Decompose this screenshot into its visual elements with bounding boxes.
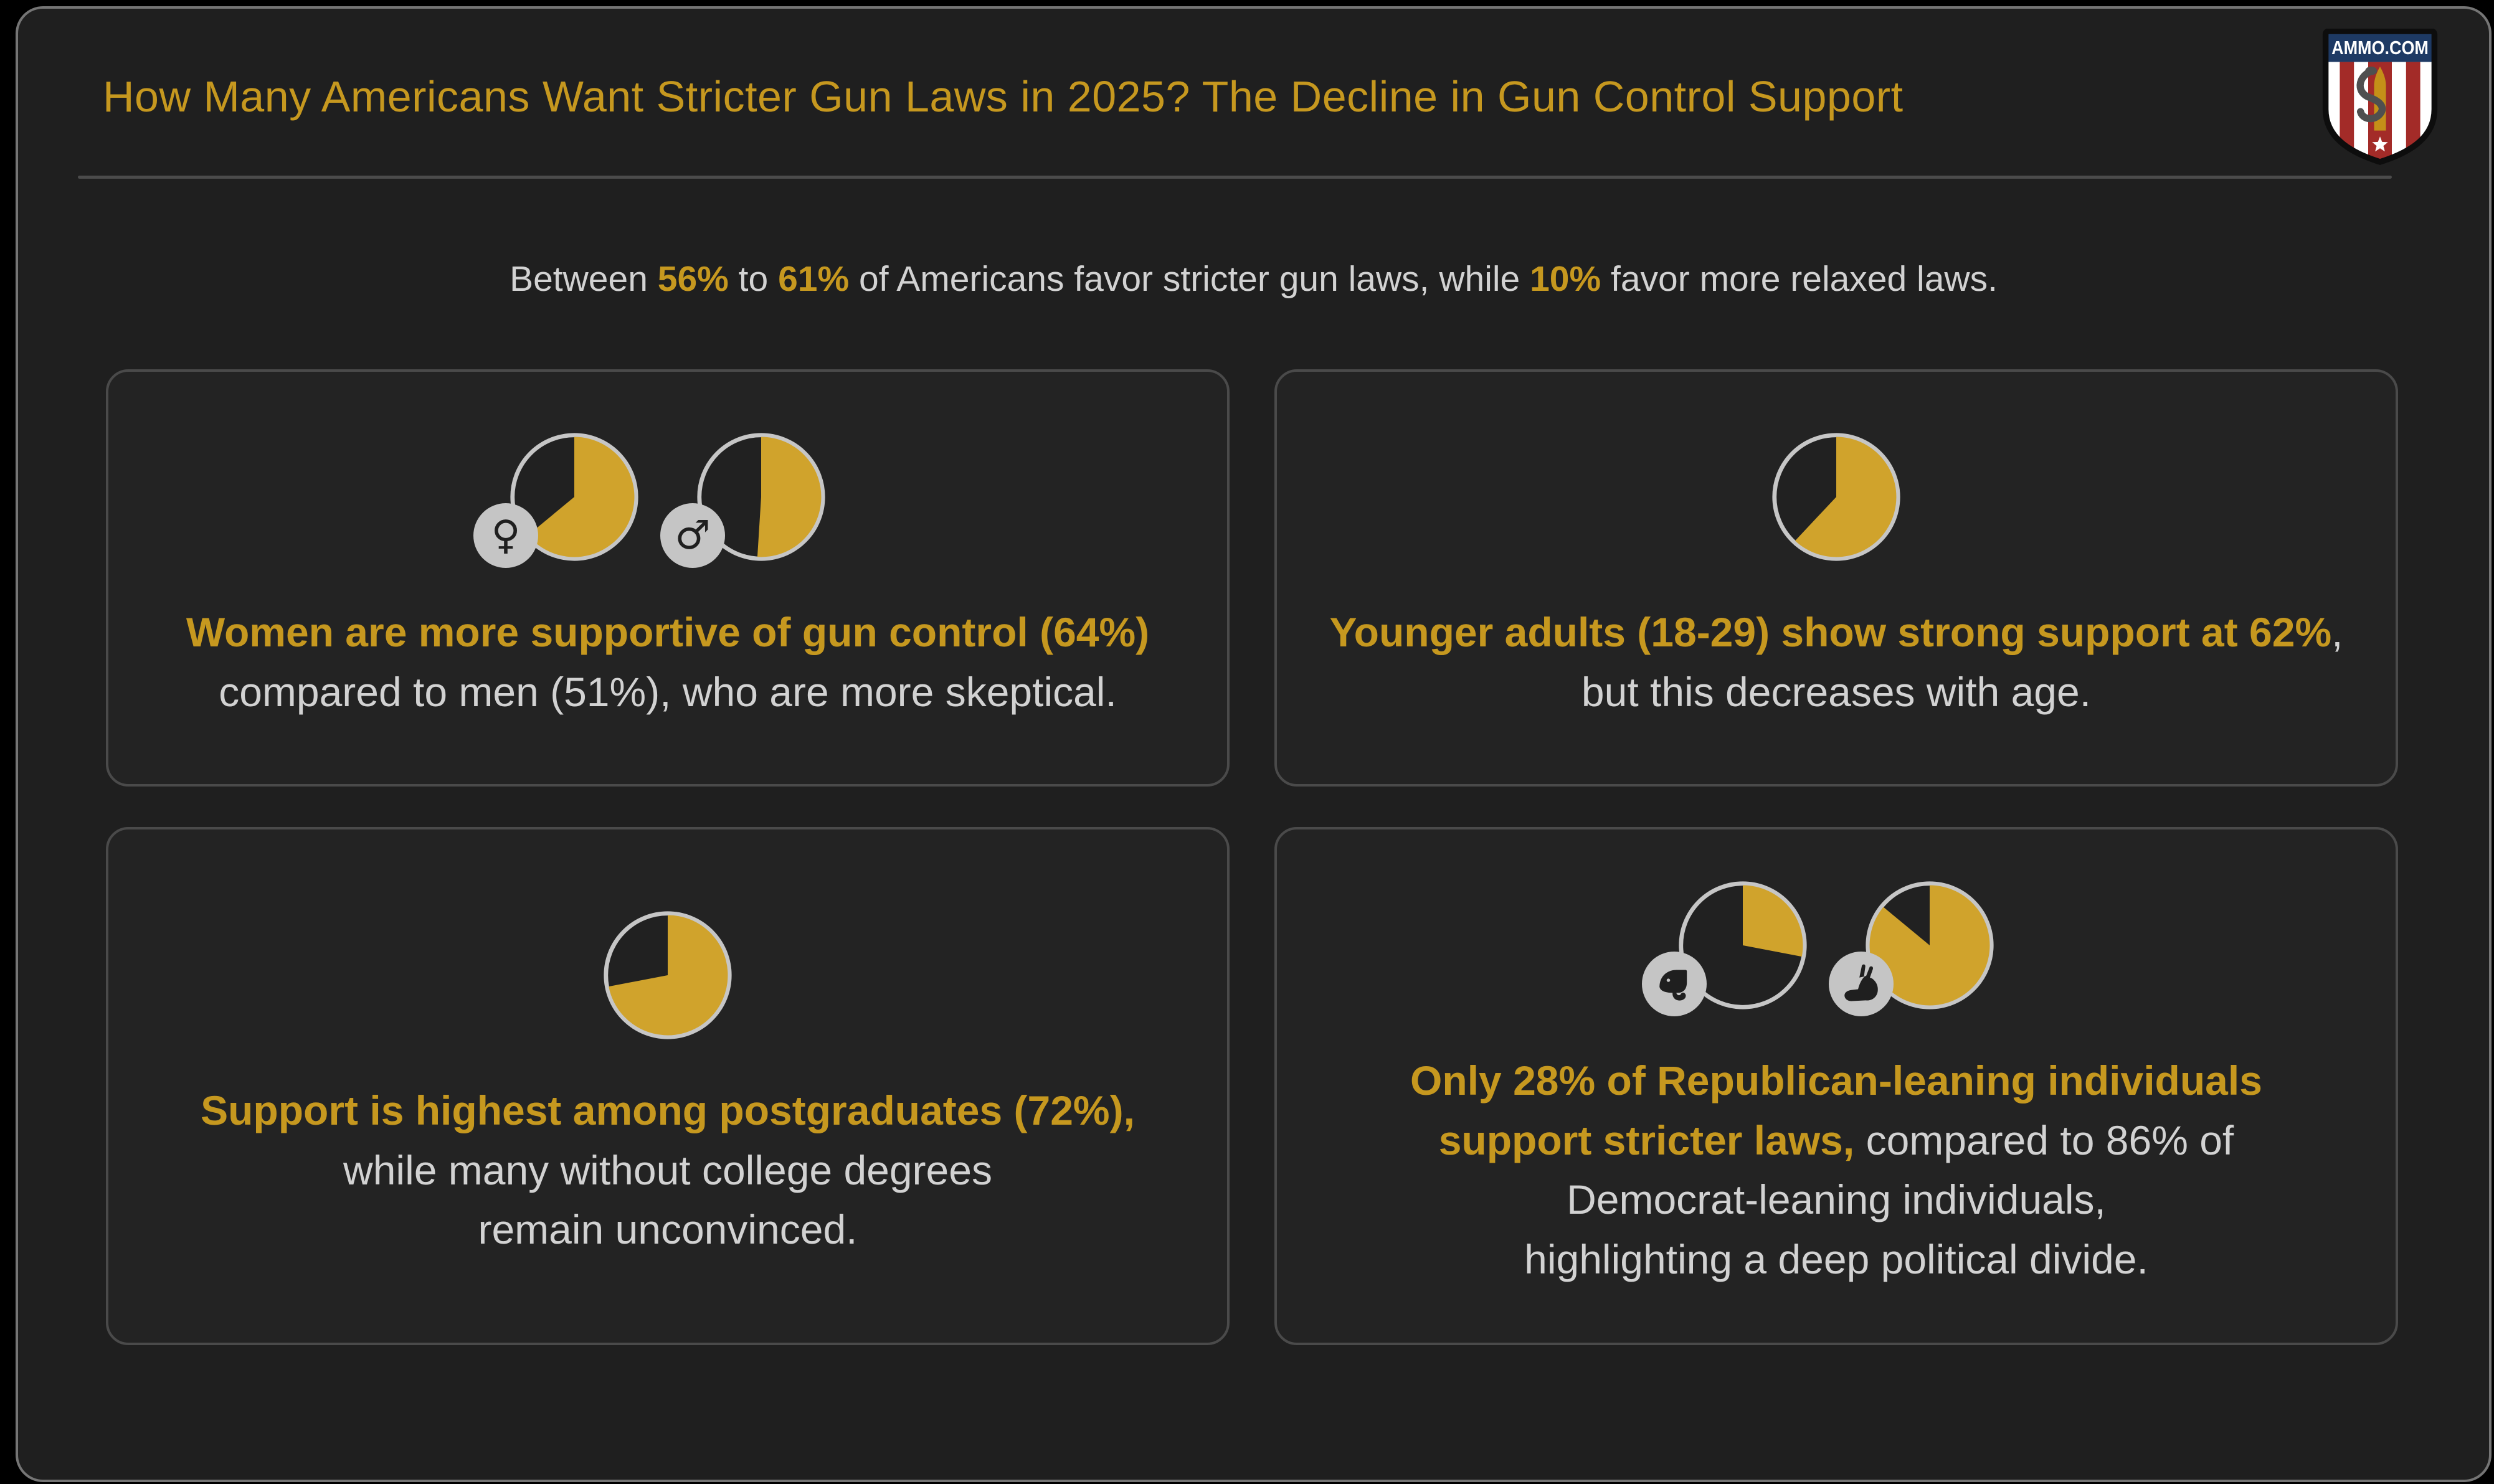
snake-icon xyxy=(2356,66,2386,122)
card-text: Support is highest among postgraduates (… xyxy=(146,1081,1190,1260)
pie-group xyxy=(1314,879,2358,1016)
card-party: Only 28% of Republican-leaning individua… xyxy=(1274,827,2398,1345)
text-segment: highlighting a deep political divide. xyxy=(1524,1236,2148,1283)
card-text-line: Women are more supportive of gun control… xyxy=(146,603,1190,663)
card-text-line: remain unconvinced. xyxy=(146,1200,1190,1260)
card-text-line: but this decreases with age. xyxy=(1314,663,2358,722)
pie-group xyxy=(1314,431,2358,563)
pie-chart xyxy=(1772,433,1900,561)
text-segment: Support is highest among postgraduates (… xyxy=(201,1087,1135,1133)
shield-art: AMMO.COM xyxy=(2325,31,2435,162)
text-segment: 56% xyxy=(657,259,729,299)
card-text-line: while many without college degrees xyxy=(146,1141,1190,1201)
card-text-line: Younger adults (18-29) show strong suppo… xyxy=(1314,603,2358,663)
text-segment: 10% xyxy=(1530,259,1601,299)
logo-text: AMMO.COM xyxy=(2331,37,2429,59)
card-gender: ♀ ♂ Women are more supportive of gun cont… xyxy=(106,369,1230,787)
card-text: Women are more supportive of gun control… xyxy=(146,603,1190,722)
pie-chart xyxy=(697,433,825,561)
text-segment: to xyxy=(728,259,779,299)
pie-group: ♀ ♂ xyxy=(146,431,1190,568)
pie-group xyxy=(146,909,1190,1041)
text-segment: Women are more supportive of gun control… xyxy=(186,608,1150,655)
text-segment: support stricter laws, xyxy=(1438,1117,1855,1163)
female-icon-badge: ♀ xyxy=(473,503,538,568)
subtitle: Between 56% to 61% of Americans favor st… xyxy=(55,258,2452,300)
pie-wrap xyxy=(1642,879,1809,1016)
main-panel: How Many Americans Want Stricter Gun Law… xyxy=(16,6,2492,1482)
pie-chart xyxy=(1679,881,1807,1009)
female-icon: ♀ xyxy=(491,512,521,559)
card-text: Only 28% of Republican-leaning individua… xyxy=(1314,1051,2358,1290)
pie-wrap xyxy=(602,909,734,1041)
text-segment: compared to men (51%), who are more skep… xyxy=(219,668,1117,715)
star-icon xyxy=(2372,136,2388,151)
pie-wrap xyxy=(1770,431,1902,563)
male-icon-badge: ♂ xyxy=(660,503,725,568)
ammo-logo: AMMO.COM xyxy=(2321,29,2439,165)
header: How Many Americans Want Stricter Gun Law… xyxy=(18,9,2489,158)
text-segment: of Americans favor stricter gun laws, wh… xyxy=(849,259,1530,299)
text-segment: favor more relaxed laws. xyxy=(1601,259,1998,299)
text-segment: remain unconvinced. xyxy=(478,1206,858,1253)
text-segment: Younger adults (18-29) show strong suppo… xyxy=(1329,608,2332,655)
elephant-icon xyxy=(1659,970,1687,1001)
divider xyxy=(78,176,2392,179)
text-segment: Between xyxy=(510,259,658,299)
card-text-line: Only 28% of Republican-leaning individua… xyxy=(1314,1051,2358,1111)
card-age: Younger adults (18-29) show strong suppo… xyxy=(1274,369,2398,787)
text-segment: Only 28% of Republican-leaning individua… xyxy=(1410,1057,2262,1104)
text-segment: compared to 86% of xyxy=(1854,1117,2234,1163)
pie-chart xyxy=(604,911,732,1039)
pie-wrap: ♀ xyxy=(473,431,640,568)
text-segment: but this decreases with age. xyxy=(1581,668,2092,715)
card-education: Support is highest among postgraduates (… xyxy=(106,827,1230,1345)
card-text-line: support stricter laws, compared to 86% o… xyxy=(1314,1111,2358,1171)
card-text-line: highlighting a deep political divide. xyxy=(1314,1230,2358,1290)
text-segment: , xyxy=(2331,608,2343,655)
pie-wrap xyxy=(1829,879,1996,1016)
pie-chart xyxy=(1866,881,1994,1009)
elephant-icon-badge xyxy=(1642,952,1707,1016)
donkey-icon xyxy=(1844,964,1878,1001)
donkey-icon-badge xyxy=(1829,952,1894,1016)
card-text-line: Democrat-leaning individuals, xyxy=(1314,1170,2358,1230)
text-segment: 61% xyxy=(778,259,850,299)
text-segment: Democrat-leaning individuals, xyxy=(1567,1176,2106,1223)
pie-chart xyxy=(510,433,638,561)
pie-wrap: ♂ xyxy=(660,431,827,568)
cards-grid: ♀ ♂ Women are more supportive of gun cont… xyxy=(106,369,2398,1345)
male-icon: ♂ xyxy=(675,512,711,559)
card-text-line: Support is highest among postgraduates (… xyxy=(146,1081,1190,1141)
text-segment: while many without college degrees xyxy=(343,1146,992,1193)
card-text-line: compared to men (51%), who are more skep… xyxy=(146,663,1190,722)
page-title: How Many Americans Want Stricter Gun Law… xyxy=(103,72,1904,121)
card-text: Younger adults (18-29) show strong suppo… xyxy=(1314,603,2358,722)
